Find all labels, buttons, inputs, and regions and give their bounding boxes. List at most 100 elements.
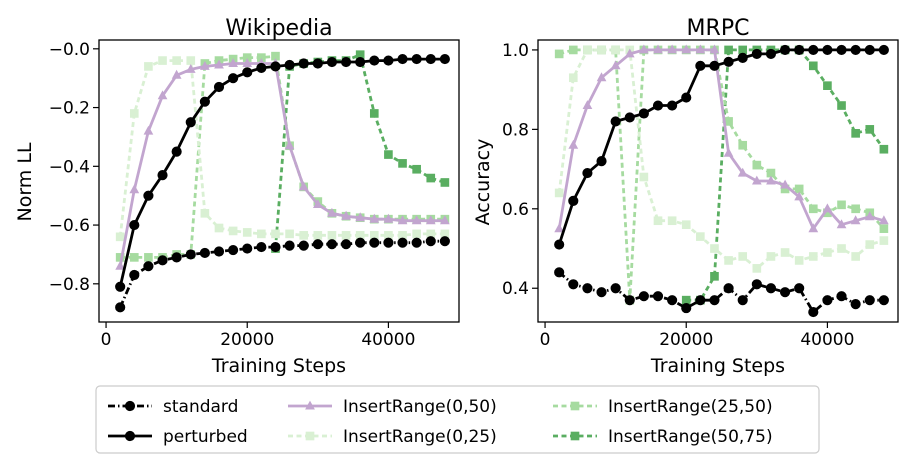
data-point-standard [355,237,366,248]
data-point-standard [157,255,168,266]
data-point-perturbed [878,44,889,56]
data-point-standard [850,299,861,310]
data-point-standard [568,279,579,290]
data-point-standard [610,283,621,294]
data-point-ir5075 [724,45,733,55]
data-point-ir5075 [808,61,818,71]
data-point-ir050 [596,72,607,82]
data-point-ir5075 [879,144,889,154]
data-point-ir025 [384,231,393,240]
data-point-ir025 [879,236,889,245]
y-tick-label: 0.6 [502,200,529,220]
data-point-ir050 [695,44,706,54]
data-point-ir050 [157,90,168,100]
x-tick-label: 20000 [220,330,274,350]
data-point-perturbed [723,56,734,67]
plot-frame [537,39,899,323]
data-point-ir025 [794,256,804,265]
data-point-perturbed [610,116,621,127]
mrpc-panel: MRPC Training Steps Accuracy 0 20000 40000… [472,16,899,377]
y-tick-label: −0.6 [49,216,90,236]
data-point-perturbed [737,52,748,63]
data-point-ir025 [780,248,790,257]
data-point-standard [779,287,791,298]
data-point-ir050 [653,44,663,54]
data-point-ir5075 [412,164,421,174]
data-point-standard [369,237,380,248]
data-point-ir050 [411,215,422,225]
data-point-perturbed [652,100,664,111]
data-point-ir050 [355,212,365,222]
data-point-ir025 [823,248,832,257]
data-point-ir025 [426,229,436,239]
y-tick-label: −0.8 [49,275,90,295]
data-point-ir2550 [879,224,889,233]
data-point-standard [185,249,196,260]
data-point-perturbed [228,73,239,84]
data-point-perturbed [751,48,762,59]
data-point-perturbed [115,281,126,292]
data-point-perturbed [143,190,154,201]
data-point-ir050 [723,147,734,157]
data-point-ir050 [752,175,762,185]
data-point-ir5075 [710,272,719,281]
data-point-ir2550 [752,160,762,170]
data-point-perturbed [129,219,140,231]
data-point-ir5075 [865,125,875,134]
data-point-ir025 [355,231,365,240]
data-point-standard [129,269,140,281]
data-point-ir2550 [823,208,832,218]
data-point-ir025 [752,264,762,273]
wikipedia-panel: Wikipedia Training Steps Norm LL 0 20000 4… [14,16,460,377]
legend-marker-standard [124,400,136,412]
legend-label-ir050: InsertRange(0,50) [343,397,497,417]
data-point-ir025 [837,244,846,253]
data-point-ir050 [369,213,380,223]
data-point-standard [143,261,154,272]
data-point-standard [582,283,593,294]
data-point-ir025 [172,56,181,65]
legend-handle-ir050 [288,400,332,410]
data-point-ir2550 [808,204,818,214]
data-point-standard [256,242,267,253]
legend-label-ir5075: InsertRange(50,75) [608,427,773,447]
legend-marker-ir2550 [570,401,580,411]
data-point-ir025 [611,45,620,55]
data-point-ir2550 [724,117,733,126]
data-point-ir2550 [242,53,252,62]
series-ir5075 [271,50,450,253]
data-point-standard [411,237,422,248]
data-point-ir025 [228,226,238,236]
data-point-perturbed [340,56,352,68]
data-point-perturbed [582,167,593,179]
data-point-standard [383,237,394,248]
data-point-perturbed [355,56,366,68]
data-point-ir5075 [398,159,407,168]
data-point-standard [298,240,309,251]
legend-marker-perturbed [124,430,136,442]
data-point-ir2550 [257,53,266,62]
data-point-ir050 [284,140,295,150]
data-point-ir050 [115,260,125,270]
data-point-standard [652,291,664,302]
data-point-perturbed [411,54,422,65]
data-point-perturbed [836,44,847,56]
data-point-perturbed [638,108,649,119]
data-point-ir025 [865,240,875,249]
data-point-ir025 [583,45,592,55]
data-point-standard [822,295,833,306]
data-point-standard [326,239,338,250]
data-point-ir025 [214,223,224,233]
data-point-standard [737,295,748,306]
data-point-ir050 [341,210,351,220]
data-point-ir050 [440,215,450,225]
data-point-ir2550 [780,184,790,194]
data-point-ir025 [653,216,663,226]
data-point-standard [199,247,210,259]
data-point-perturbed [256,62,267,73]
data-point-ir025 [639,172,649,182]
legend-handle-standard [108,400,152,412]
data-point-perturbed [284,59,295,71]
data-point-ir2550 [271,51,280,61]
data-point-ir050 [639,44,649,54]
